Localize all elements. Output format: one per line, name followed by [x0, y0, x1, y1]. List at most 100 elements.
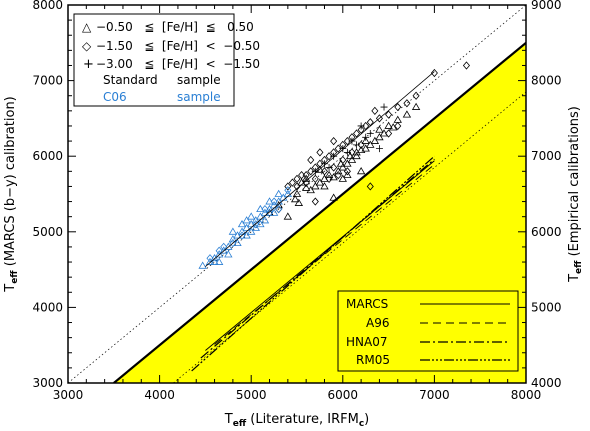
legend-marker-plus: +	[83, 57, 94, 72]
legend-label-rm05: RM05	[356, 353, 390, 367]
data-point-diamond	[348, 148, 356, 157]
legend-c06-sample-word: sample	[177, 90, 221, 104]
data-point-triangle	[343, 159, 352, 167]
data-point-diamond	[357, 140, 365, 149]
data-point-triangle	[315, 178, 325, 186]
data-point-diamond	[311, 197, 319, 206]
y-left-tick-label: 3000	[32, 376, 63, 390]
data-point-triangle	[290, 194, 300, 203]
data-point-triangle	[198, 261, 207, 269]
data-point-diamond	[385, 129, 393, 138]
legend-range-3: −3.00 ≦ [Fe/H] < −1.50	[96, 57, 260, 71]
data-point-diamond	[206, 254, 214, 263]
legend-c06-label: C06	[103, 90, 127, 104]
data-point-diamond	[334, 144, 342, 153]
data-point-diamond	[265, 208, 274, 218]
data-point-diamond	[293, 174, 301, 183]
legend-metallicity-box	[73, 13, 235, 107]
data-point-triangle	[361, 144, 370, 152]
data-point-diamond	[353, 129, 361, 138]
y-right-tick-label: 6000	[531, 225, 562, 239]
y-left-tick-labels: 3000 4000 5000 6000 7000 8000	[32, 0, 63, 390]
y-right-tick-label: 5000	[531, 300, 562, 314]
data-point-diamond	[275, 205, 283, 214]
data-point-diamond	[330, 163, 338, 172]
data-point-triangle	[210, 257, 219, 265]
data-point-triangle	[393, 115, 402, 123]
data-point-diamond	[325, 152, 333, 161]
data-point-triangle	[352, 151, 361, 160]
data-point-triangle	[375, 125, 384, 133]
data-point-triangle	[265, 208, 274, 216]
data-point-diamond	[339, 155, 347, 165]
x-tick-label: 6000	[328, 388, 359, 402]
data-point-plus	[339, 145, 347, 153]
legend-label-hna07: HNA07	[346, 335, 387, 349]
data-point-diamond	[215, 246, 223, 255]
data-point-diamond	[462, 61, 470, 70]
data-point-diamond	[362, 121, 370, 131]
data-point-triangle	[329, 193, 338, 201]
x-tick-label: 7000	[419, 388, 450, 402]
data-point-diamond	[334, 170, 342, 180]
data-point-triangle	[338, 163, 347, 171]
y-right-tick-label: 4000	[531, 376, 562, 390]
data-point-plus	[320, 160, 328, 168]
data-point-diamond	[385, 110, 393, 119]
data-point-triangle	[334, 167, 343, 175]
data-point-diamond	[320, 167, 329, 176]
data-point-triangle	[329, 173, 338, 181]
data-point-triangle	[411, 102, 421, 110]
data-point-triangle	[402, 110, 412, 118]
data-point-plus	[366, 130, 374, 138]
data-point-triangle	[251, 223, 260, 231]
y-right-axis-label: Teff (Empirical calibrations)	[567, 106, 584, 283]
legend-standard-label: Standard	[103, 73, 158, 87]
x-axis-label: Teff (Literature, IRFMc)	[224, 412, 369, 429]
y-right-tick-label: 7000	[531, 149, 562, 163]
legend-range-2: −1.50 ≦ [Fe/H] < −0.50	[96, 39, 260, 53]
data-point-plus	[380, 103, 388, 111]
calibration-line-hna07	[200, 158, 435, 359]
legend-metallicity: △ −0.50 ≦ [Fe/H] ≦ 0.50 ◇ −1.50 ≦ [Fe/H]…	[73, 13, 260, 107]
data-point-triangle	[274, 201, 283, 209]
data-point-triangle	[356, 145, 366, 154]
data-point-diamond	[311, 174, 319, 183]
legend-calibrations: MARCS A96 HNA07 RM05	[337, 290, 519, 372]
data-point-diamond	[220, 242, 228, 252]
legend-marker-triangle: △	[82, 20, 92, 34]
data-point-diamond	[307, 155, 315, 165]
y-left-axis-label: Teff (MARCS (b−y) calibration)	[3, 96, 20, 293]
data-point-diamond	[238, 231, 246, 240]
data-point-plus	[353, 141, 361, 149]
identity-line	[68, 5, 526, 383]
data-point-triangle	[224, 250, 233, 258]
y-right-tick-label: 8000	[531, 74, 562, 88]
calibration-line-a96	[214, 164, 435, 345]
data-point-triangle	[242, 216, 251, 224]
data-point-diamond	[288, 178, 296, 187]
data-point-plus	[330, 152, 338, 160]
data-point-diamond	[375, 114, 383, 123]
data-point-triangle	[366, 140, 375, 148]
data-point-triangle	[375, 133, 384, 141]
data-point-plus	[343, 148, 351, 156]
data-point-triangle	[356, 167, 366, 175]
data-point-triangle	[247, 227, 256, 235]
legend-marker-diamond: ◇	[82, 39, 92, 53]
data-point-triangle	[242, 223, 251, 231]
data-point-triangle	[283, 212, 293, 220]
y-left-tick-label: 6000	[32, 149, 63, 163]
data-point-diamond	[316, 159, 324, 168]
data-point-plus	[325, 164, 333, 172]
data-point-diamond	[394, 102, 402, 112]
data-point-triangle	[237, 219, 247, 228]
y-left-tick-label: 8000	[32, 0, 63, 12]
data-point-diamond	[298, 170, 306, 180]
data-point-triangle	[247, 212, 256, 220]
y-right-tick-labels: 4000 5000 6000 7000 8000 9000	[531, 0, 562, 390]
data-point-triangle	[237, 227, 247, 235]
data-point-diamond	[343, 167, 351, 176]
data-point-diamond	[261, 205, 269, 214]
data-point-triangle	[384, 121, 393, 129]
